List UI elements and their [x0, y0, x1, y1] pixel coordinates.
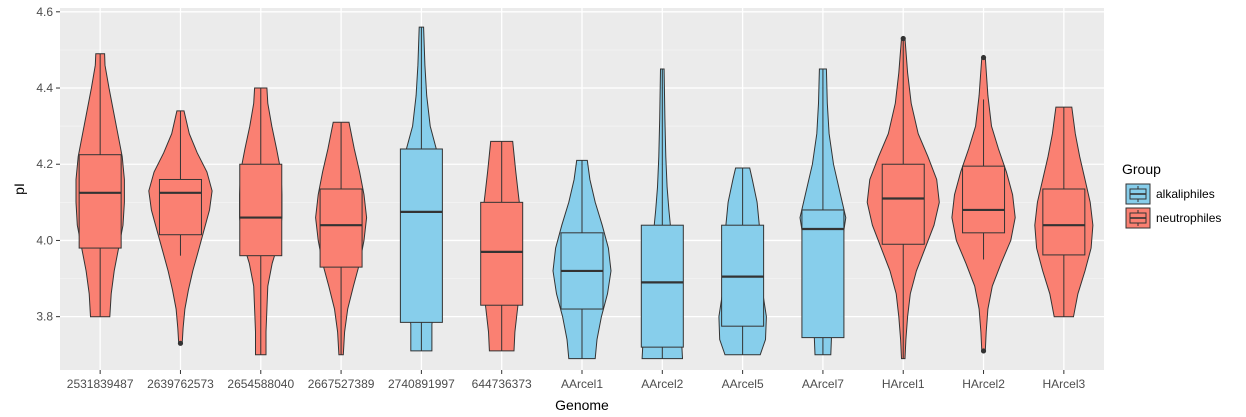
box [158, 178, 202, 236]
x-tick-label: HArcel2 [962, 377, 1005, 391]
y-tick-label: 3.8 [36, 310, 53, 324]
x-axis: 2531839487 2639762573 2654588040 2667527389… [67, 370, 1086, 391]
box [480, 201, 524, 306]
x-tick-label: AArcel5 [722, 377, 764, 391]
x-axis-title: Genome [555, 397, 609, 413]
y-tick-label: 4.4 [36, 81, 53, 95]
box [1042, 188, 1086, 256]
outlier-point [900, 35, 906, 42]
outlier-point [980, 348, 987, 354]
outlier-point [177, 340, 184, 346]
x-tick-label: 2667527389 [308, 377, 375, 391]
x-tick-label: 2740891997 [388, 377, 455, 391]
x-tick-label: 2639762573 [147, 377, 214, 391]
legend-label: neutrophiles [1156, 211, 1221, 225]
legend-label: alkaliphiles [1156, 187, 1215, 201]
y-axis: 3.8 4.0 4.2 4.4 4.6 [36, 5, 60, 324]
box [78, 154, 122, 249]
x-tick-label: 2654588040 [227, 377, 294, 391]
x-tick-label: 644736373 [472, 377, 532, 391]
legend-title: Group [1122, 161, 1161, 177]
box [881, 163, 925, 245]
y-tick-label: 4.6 [36, 5, 53, 19]
x-tick-label: AArcel7 [802, 377, 844, 391]
x-tick-label: HArcel1 [882, 377, 925, 391]
box [640, 224, 684, 348]
legend: Group alkaliphiles neutrophiles [1122, 161, 1221, 229]
x-tick-label: AArcel1 [561, 377, 603, 391]
outlier-point [980, 54, 987, 61]
box [962, 165, 1006, 234]
x-tick-label: AArcel2 [641, 377, 683, 391]
box [239, 163, 283, 257]
box [801, 209, 845, 339]
x-tick-label: 2531839487 [67, 377, 134, 391]
y-tick-label: 4.2 [36, 157, 53, 171]
box [399, 148, 443, 323]
y-axis-title: pI [11, 183, 27, 195]
y-tick-label: 4.0 [36, 233, 53, 247]
x-tick-label: HArcel3 [1043, 377, 1086, 391]
violins [75, 26, 1094, 360]
box [319, 188, 363, 268]
